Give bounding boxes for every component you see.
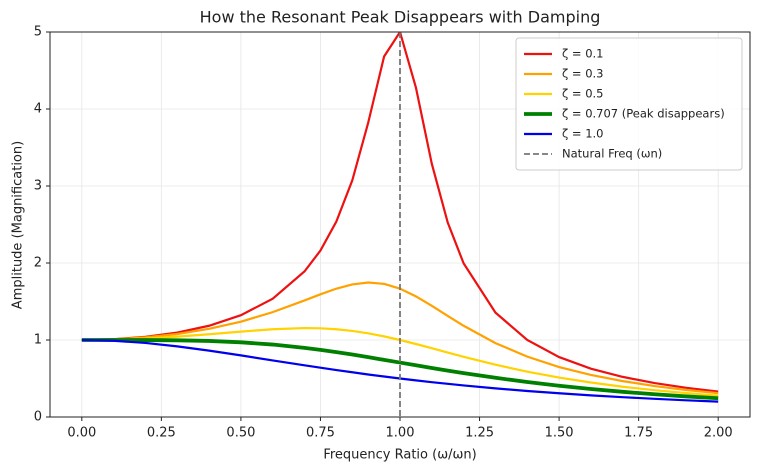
x-tick-label: 0.00	[67, 426, 96, 441]
x-tick-label: 1.25	[465, 426, 494, 441]
plot-frame	[49, 31, 751, 418]
chart-title: How the Resonant Peak Disappears with Da…	[200, 8, 601, 27]
x-tick-label: 0.50	[226, 426, 255, 441]
legend-label: ζ = 0.1	[562, 47, 604, 61]
series-line	[81, 32, 719, 393]
x-tick-label: 0.75	[306, 426, 335, 441]
legend-label: ζ = 0.707 (Peak disappears)	[562, 107, 725, 121]
y-tick-label: 1	[34, 333, 42, 348]
series-line	[81, 338, 719, 403]
y-tick-label: 4	[34, 102, 42, 117]
x-tick-label: 1.00	[386, 426, 415, 441]
series-line	[81, 326, 719, 397]
legend-label: ζ = 0.3	[562, 67, 604, 81]
legend-label: ζ = 0.5	[562, 87, 604, 101]
x-tick-label: 1.75	[624, 426, 653, 441]
x-axis-label: Frequency Ratio (ω/ωn)	[323, 448, 476, 463]
series-line	[81, 281, 719, 395]
legend-label: ζ = 1.0	[562, 127, 604, 141]
legend-box	[515, 37, 743, 171]
x-tick-label: 2.00	[704, 426, 733, 441]
x-tick-label: 1.50	[545, 426, 574, 441]
y-tick-label: 2	[34, 256, 42, 271]
y-tick-label: 0	[34, 410, 42, 425]
y-axis-label: Amplitude (Magnification)	[11, 141, 26, 309]
series-line	[81, 338, 719, 401]
y-tick-label: 3	[34, 179, 42, 194]
y-tick-label: 5	[34, 25, 42, 40]
x-tick-label: 0.25	[147, 426, 176, 441]
legend-label: Natural Freq (ωn)	[562, 147, 662, 161]
